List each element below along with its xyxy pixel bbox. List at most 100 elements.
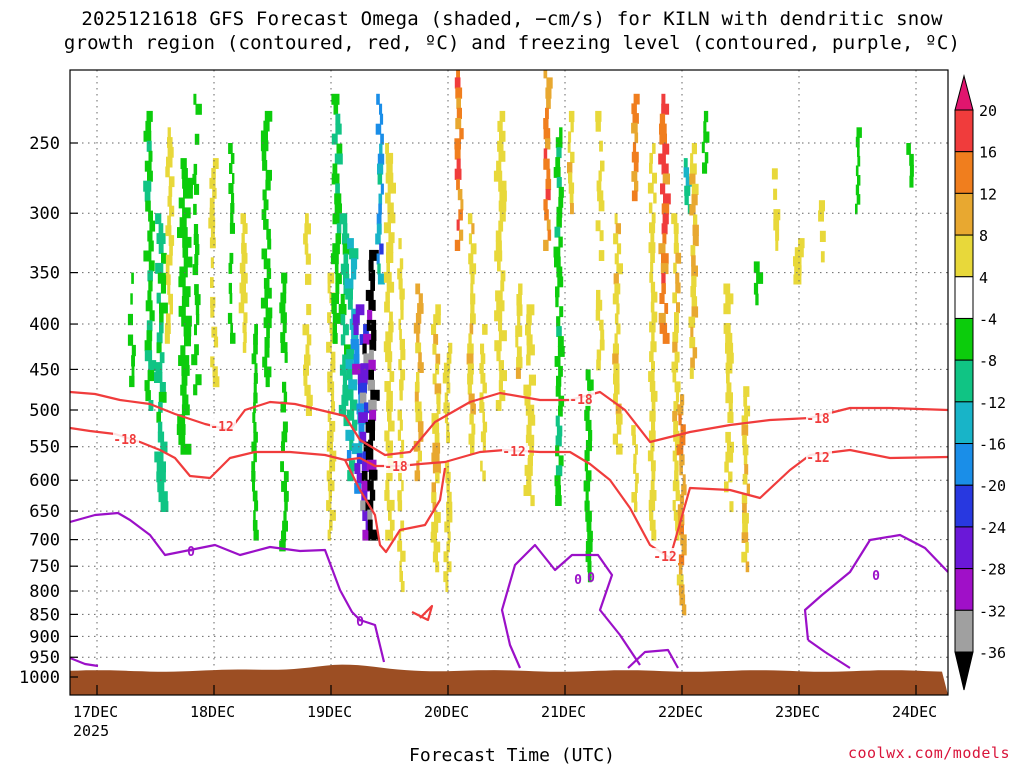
omega-cell — [558, 365, 563, 377]
omega-cell — [614, 283, 621, 295]
omega-cell — [659, 322, 668, 334]
omega-cell — [662, 173, 670, 185]
omega-cell — [156, 292, 161, 304]
omega-cell — [584, 409, 590, 421]
omega-cell — [239, 262, 246, 274]
omega-cell — [345, 429, 355, 441]
omega-cell — [499, 130, 506, 142]
omega-cell — [355, 304, 365, 316]
omega-cell — [559, 127, 563, 139]
omega-cell — [525, 404, 535, 416]
omega-cell — [556, 316, 561, 328]
omega-cell — [793, 256, 802, 267]
omega-cell — [909, 164, 914, 177]
omega-cell — [368, 259, 374, 271]
omega-cell — [358, 423, 365, 435]
omega-cell — [194, 254, 199, 265]
omega-cell — [479, 402, 485, 413]
omega-cell — [339, 213, 348, 225]
omega-cell — [470, 403, 476, 415]
omega-cell — [599, 319, 604, 331]
omega-cell — [614, 313, 619, 325]
omega-cell — [443, 402, 450, 414]
omega-cell — [775, 239, 779, 251]
omega-cell — [586, 520, 592, 532]
omega-cell — [855, 136, 860, 148]
omega-cell — [674, 351, 680, 363]
omega-cell — [650, 341, 657, 353]
omega-cell — [181, 296, 190, 307]
omega-cell — [612, 293, 619, 305]
omega-cell — [648, 242, 656, 254]
omega-cell — [241, 233, 245, 244]
omega-cell — [167, 195, 172, 207]
omega-cell — [303, 374, 308, 386]
omega-cell — [598, 250, 605, 261]
omega-cell — [253, 422, 257, 433]
omega-cell — [145, 390, 151, 402]
omega-cell — [753, 282, 759, 295]
omega-cell — [672, 371, 677, 383]
omega-cell — [263, 199, 269, 211]
omega-cell — [176, 424, 186, 435]
omega-cell — [399, 419, 403, 431]
omega-cell — [568, 110, 575, 123]
x-tick-label: 23DEC — [775, 703, 820, 721]
colorbar-swatch — [954, 109, 974, 153]
omega-cell — [385, 172, 394, 184]
omega-cell — [148, 240, 154, 252]
omega-cell — [724, 461, 729, 473]
omega-cell — [417, 303, 424, 314]
omega-cell — [584, 450, 590, 462]
omega-cell — [635, 472, 639, 484]
omega-cell — [253, 392, 258, 404]
omega-cell — [306, 304, 312, 316]
omega-cell — [345, 359, 354, 371]
omega-cell — [265, 169, 272, 181]
y-tick-label: 900 — [29, 627, 60, 647]
omega-cell — [649, 410, 656, 422]
omega-cell — [495, 240, 502, 252]
omega-cell — [794, 247, 804, 258]
omega-cell — [253, 451, 257, 463]
omega-cell — [368, 359, 376, 371]
omega-cell — [417, 362, 424, 373]
omega-cell — [156, 411, 161, 423]
x-axis-label: Forecast Time (UTC) — [409, 745, 615, 766]
omega-cell — [179, 266, 188, 278]
colorbar-swatch — [954, 484, 974, 528]
omega-cell — [460, 199, 464, 211]
omega-cell — [554, 475, 561, 487]
omega-cell — [329, 519, 333, 531]
omega-cell — [354, 482, 362, 494]
omega-cell — [399, 328, 402, 340]
omega-cell — [196, 314, 200, 326]
omega-cell — [616, 413, 623, 425]
omega-cell — [543, 118, 549, 130]
omega-cell — [723, 323, 731, 334]
omega-cell — [632, 434, 636, 446]
omega-cell — [182, 246, 189, 258]
omega-cell — [614, 253, 619, 265]
omega-cell — [353, 324, 359, 335]
colorbar-swatch — [954, 192, 974, 236]
omega-cell — [326, 341, 332, 353]
x-tick-label: 19DEC — [307, 703, 352, 721]
omega-cell — [494, 310, 503, 322]
omega-cell — [332, 312, 342, 324]
omega-cell — [690, 153, 694, 165]
omega-cell — [239, 282, 246, 294]
omega-cell — [252, 480, 255, 492]
omega-cell — [166, 156, 173, 168]
omega-cell — [500, 280, 505, 292]
omega-cell — [771, 168, 778, 180]
omega-cell — [192, 173, 197, 185]
omega-cell — [855, 184, 860, 196]
omega-cell — [684, 185, 691, 196]
omega-cell — [210, 356, 215, 368]
omega-cell — [398, 278, 403, 290]
omega-cell — [454, 138, 461, 150]
omega-cell — [228, 143, 233, 154]
omega-cell — [209, 237, 216, 249]
omega-cell — [342, 223, 348, 235]
